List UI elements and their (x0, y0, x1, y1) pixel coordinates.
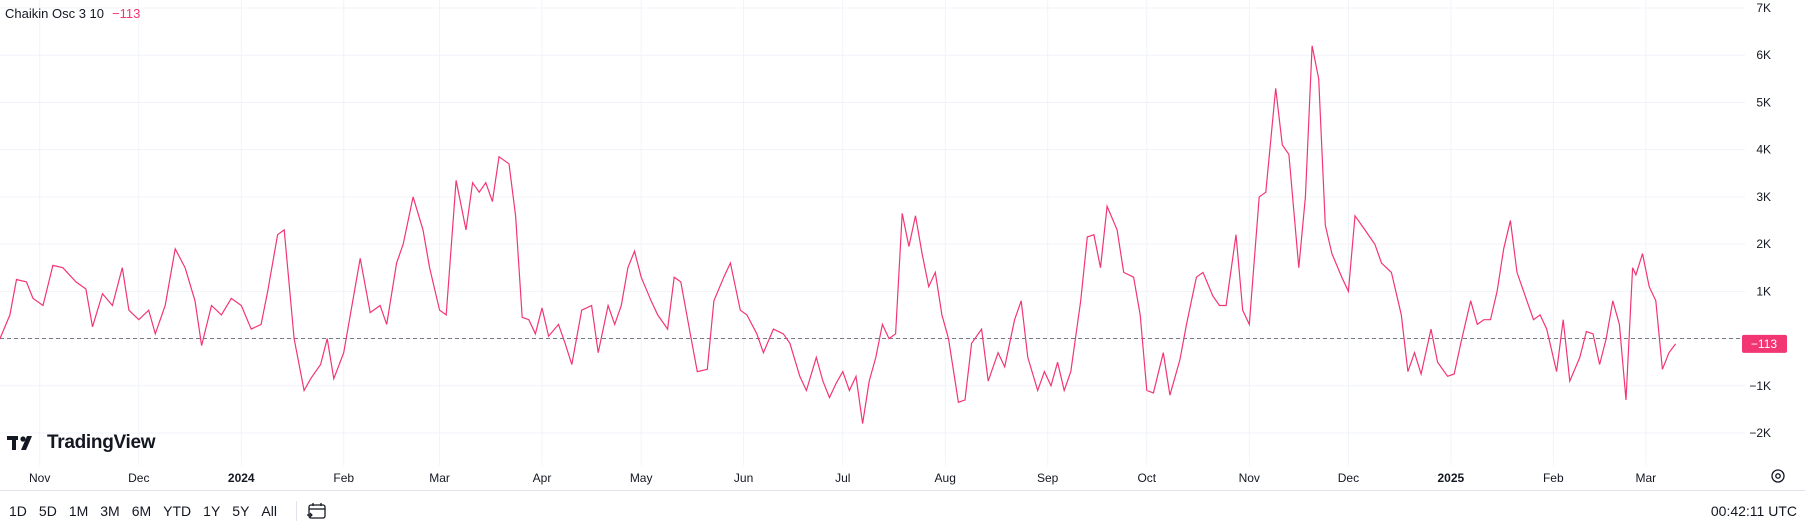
x-tick-label: May (630, 471, 653, 485)
x-tick-label: Aug (935, 471, 956, 485)
y-axis: −2K −1K 1K 2K 3K 4K 5K 6K 7K (1749, 1, 1771, 440)
x-tick-label: Jun (734, 471, 753, 485)
x-tick-label: Sep (1037, 471, 1059, 485)
last-value-label: −113 (1751, 337, 1777, 351)
range-buttons: 1D 5D 1M 3M 6M YTD 1Y 5Y All (3, 503, 283, 519)
tradingview-logo-icon (7, 436, 32, 450)
range-button-3m[interactable]: 3M (100, 503, 120, 519)
indicator-legend[interactable]: Chaikin Osc 3 10 −113 (5, 6, 140, 21)
range-button-5y[interactable]: 5Y (232, 503, 250, 519)
y-tick-label: 2K (1756, 237, 1771, 251)
x-tick-label: Mar (1636, 471, 1657, 485)
chart-canvas[interactable]: −2K −1K 1K 2K 3K 4K 5K 6K 7K Nov Dec 2024 Feb Mar Apr… (0, 0, 1805, 490)
range-button-5d[interactable]: 5D (38, 503, 57, 519)
tradingview-logo-text: TradingView (47, 432, 156, 453)
range-button-6m[interactable]: 6M (131, 503, 152, 519)
last-value-tag: −113 (1742, 334, 1787, 353)
x-tick-label: Oct (1137, 471, 1156, 485)
toolbar-divider (296, 501, 297, 521)
y-tick-label: 5K (1756, 95, 1771, 109)
range-button-1d[interactable]: 1D (9, 503, 27, 519)
calendar-range-icon[interactable] (306, 500, 328, 522)
x-tick-label: Nov (29, 471, 50, 485)
tradingview-logo[interactable]: TradingView (7, 432, 156, 454)
x-tick-label: Nov (1239, 471, 1260, 485)
y-tick-label: 3K (1756, 190, 1771, 204)
y-tick-label: 1K (1756, 284, 1771, 298)
range-button-1y[interactable]: 1Y (203, 503, 221, 519)
range-button-1m[interactable]: 1M (68, 503, 89, 519)
y-tick-label: −2K (1749, 426, 1771, 440)
x-tick-label: Feb (1543, 471, 1564, 485)
settings-gear-icon[interactable] (1771, 469, 1785, 483)
indicator-name: Chaikin Osc 3 10 (5, 6, 104, 21)
range-button-all[interactable]: All (261, 503, 277, 519)
bottom-toolbar: 1D 5D 1M 3M 6M YTD 1Y 5Y All 00:42:11 UTC (0, 490, 1805, 529)
x-tick-label: Feb (333, 471, 354, 485)
y-tick-label: 6K (1756, 48, 1771, 62)
y-tick-label: 4K (1756, 143, 1771, 157)
utc-clock[interactable]: 00:42:11 UTC (1710, 503, 1797, 519)
x-axis: Nov Dec 2024 Feb Mar Apr May Jun Jul Aug Sep Oct Nov… (29, 471, 1656, 485)
y-tick-label: 7K (1756, 1, 1771, 15)
indicator-value: −113 (112, 6, 141, 21)
x-tick-label: 2024 (228, 471, 255, 485)
x-tick-label: Jul (835, 471, 850, 485)
x-tick-label: Mar (429, 471, 450, 485)
grid-lines (0, 0, 1745, 466)
y-tick-label: −1K (1749, 379, 1771, 393)
series-line (0, 45, 1677, 424)
x-tick-label: 2025 (1438, 471, 1465, 485)
x-tick-label: Apr (533, 471, 552, 485)
x-tick-label: Dec (1338, 471, 1359, 485)
range-button-ytd[interactable]: YTD (163, 503, 192, 519)
x-tick-label: Dec (128, 471, 149, 485)
